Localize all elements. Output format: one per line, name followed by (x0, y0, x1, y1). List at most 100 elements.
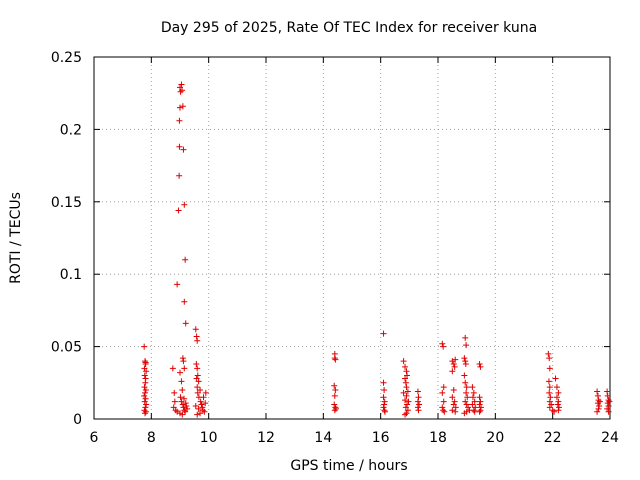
data-point (141, 343, 148, 350)
data-point (380, 379, 387, 386)
y-tick-label: 0.2 (60, 122, 82, 138)
data-point (606, 398, 613, 405)
data-point (440, 343, 447, 350)
data-point (594, 408, 601, 415)
data-point (469, 394, 476, 401)
data-point (476, 408, 483, 415)
data-point (141, 384, 148, 391)
data-point (178, 81, 185, 88)
data-point (331, 382, 338, 389)
data-point (179, 355, 186, 362)
data-point (452, 404, 459, 411)
data-point (451, 363, 458, 370)
data-point (545, 350, 552, 357)
data-point (171, 389, 178, 396)
chart-title: Day 295 of 2025, Rate Of TEC Index for r… (161, 20, 537, 36)
data-point (181, 201, 188, 208)
data-point (594, 388, 601, 395)
x-tick-label: 6 (90, 430, 99, 446)
data-point (176, 172, 183, 179)
data-point (179, 401, 186, 408)
data-point (553, 394, 560, 401)
data-point (179, 103, 186, 110)
data-point (464, 394, 471, 401)
data-point (450, 360, 457, 367)
data-point (181, 365, 188, 372)
y-axis-label: ROTI / TECUs (8, 192, 24, 284)
data-point (142, 395, 149, 402)
data-point (179, 411, 186, 418)
data-point (171, 398, 178, 405)
data-point (405, 398, 412, 405)
data-point (477, 407, 484, 414)
data-point (477, 363, 484, 370)
data-point (380, 404, 387, 411)
data-point (605, 397, 612, 404)
data-point (449, 394, 456, 401)
data-point (478, 404, 484, 411)
data-point (415, 407, 422, 414)
data-point (555, 404, 562, 411)
data-point (463, 389, 470, 396)
data-point (463, 401, 470, 408)
data-point (470, 389, 477, 396)
data-point (555, 407, 562, 414)
data-point (182, 256, 189, 263)
grid (94, 57, 610, 419)
data-point (179, 87, 186, 94)
x-tick-label: 20 (486, 430, 504, 446)
data-point (197, 410, 204, 417)
data-point (174, 281, 181, 288)
data-point (332, 404, 339, 411)
axis-ticks (93, 56, 611, 420)
data-point (449, 407, 456, 414)
data-point (180, 146, 187, 153)
y-tick-label: 0.15 (51, 195, 82, 211)
data-point (202, 400, 209, 407)
data-point (595, 397, 602, 404)
data-point (142, 410, 149, 417)
data-point (403, 368, 410, 375)
data-point (380, 330, 387, 337)
data-point (175, 207, 182, 214)
data-point (472, 404, 479, 411)
data-point (551, 408, 558, 415)
data-point (380, 394, 387, 401)
data-point (194, 411, 201, 418)
y-tick-label: 0.25 (51, 50, 82, 66)
data-point (469, 401, 476, 408)
data-point (402, 411, 409, 418)
data-point (439, 340, 446, 347)
data-point (141, 392, 148, 399)
data-point (198, 401, 205, 408)
data-point (402, 379, 409, 386)
x-tick-label: 24 (601, 430, 619, 446)
data-point (182, 400, 189, 407)
data-point (332, 356, 339, 363)
y-tick-label: 0.1 (60, 267, 82, 283)
data-point (201, 408, 208, 415)
data-point (142, 358, 149, 365)
data-point (439, 389, 446, 396)
data-point (546, 404, 553, 411)
data-point (181, 395, 188, 402)
data-point (604, 392, 611, 399)
data-point (194, 372, 201, 379)
data-point (404, 401, 411, 408)
data-point (381, 407, 388, 414)
data-point (142, 359, 149, 366)
y-tick-label: 0 (73, 412, 82, 428)
data-point (195, 378, 202, 385)
data-point (546, 384, 553, 391)
data-point (452, 408, 459, 415)
x-axis-label: GPS time / hours (290, 458, 407, 474)
data-point (402, 375, 409, 382)
data-point (143, 368, 150, 375)
data-point (477, 398, 484, 405)
data-point (199, 404, 206, 411)
data-point (462, 398, 469, 405)
data-point (193, 360, 200, 367)
data-point (183, 402, 190, 409)
data-point (605, 408, 612, 415)
data-point (404, 407, 411, 414)
